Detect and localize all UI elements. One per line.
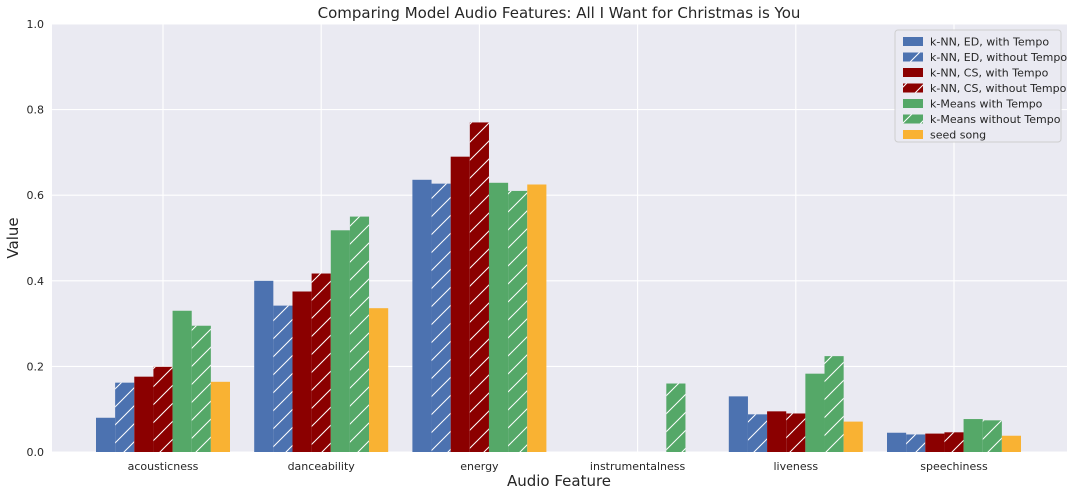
y-tick-label: 0.2 (27, 360, 45, 373)
bars (96, 122, 1021, 453)
x-tick-label: speechiness (920, 460, 988, 473)
legend-label: k-NN, ED, without Tempo (930, 51, 1067, 64)
bar-hatch (273, 305, 293, 452)
bar (843, 421, 863, 452)
bar-hatch (191, 325, 211, 452)
y-tick-label: 0.6 (27, 189, 45, 202)
y-tick-label: 1.0 (27, 18, 45, 31)
legend-swatch (903, 99, 923, 108)
bar (728, 396, 748, 452)
y-tick-labels: 0.0 0.2 0.4 0.6 0.8 1.0 (27, 18, 45, 459)
bar (134, 376, 154, 452)
x-tick-label: energy (460, 460, 499, 473)
bar-hatch (944, 432, 964, 452)
bar (292, 291, 312, 452)
legend-swatch (903, 37, 923, 46)
bar (767, 411, 787, 452)
legend-swatch-hatch (903, 114, 923, 124)
bar-hatch (469, 122, 489, 452)
y-tick-label: 0.8 (27, 104, 45, 117)
bar (963, 419, 983, 452)
bar (527, 184, 547, 452)
bar-hatch (786, 413, 806, 452)
bar (254, 280, 274, 452)
bar-hatch (508, 190, 528, 453)
legend-label: k-NN, CS, without Tempo (930, 82, 1067, 95)
legend-swatch (903, 68, 923, 77)
bar-hatch (311, 273, 331, 452)
bar (450, 156, 470, 452)
bar (330, 230, 350, 452)
bar-hatch (906, 434, 926, 452)
grid (52, 23, 1067, 453)
x-tick-label: liveness (774, 460, 819, 473)
bar (805, 373, 825, 452)
x-axis-title: Audio Feature (507, 472, 611, 490)
bar (412, 179, 432, 453)
bar-hatch (349, 216, 370, 452)
legend-swatch (903, 130, 923, 139)
bar-hatch (431, 183, 451, 453)
y-tick-label: 0.4 (27, 275, 45, 288)
legend-frame (894, 29, 1062, 143)
bar (1001, 435, 1021, 452)
legend-swatch-hatch (903, 52, 923, 62)
bar (488, 182, 509, 452)
bar-hatch (666, 383, 686, 452)
bar (96, 417, 116, 452)
bar-hatch (153, 366, 173, 452)
x-tick-label: danceability (288, 460, 356, 473)
y-axis-title: Value (4, 217, 22, 258)
x-tick-label: instrumentalness (590, 460, 686, 473)
legend-label: seed song (930, 129, 986, 142)
legend-label: k-Means with Tempo (930, 98, 1043, 111)
bar-hatch (747, 414, 768, 452)
bar (172, 310, 192, 452)
legend-swatch-hatch (903, 83, 923, 93)
bar (925, 433, 945, 452)
legend: k-NN, ED, with Tempo k-NN, ED, without Te… (894, 29, 1067, 143)
bar-hatch (982, 420, 1002, 452)
bar (210, 381, 230, 452)
chart-title: Comparing Model Audio Features: All I Wa… (318, 4, 801, 22)
legend-label: k-NN, CS, with Tempo (930, 67, 1049, 80)
bar-hatch (824, 356, 844, 452)
x-tick-labels: acousticness danceability energy instrument… (128, 460, 988, 473)
bar-hatch (115, 382, 135, 452)
y-tick-label: 0.0 (27, 446, 45, 459)
bar (887, 432, 907, 452)
legend-label: k-Means without Tempo (930, 113, 1061, 126)
bar (369, 308, 389, 452)
legend-label: k-NN, ED, with Tempo (930, 36, 1049, 49)
x-tick-label: acousticness (128, 460, 199, 473)
